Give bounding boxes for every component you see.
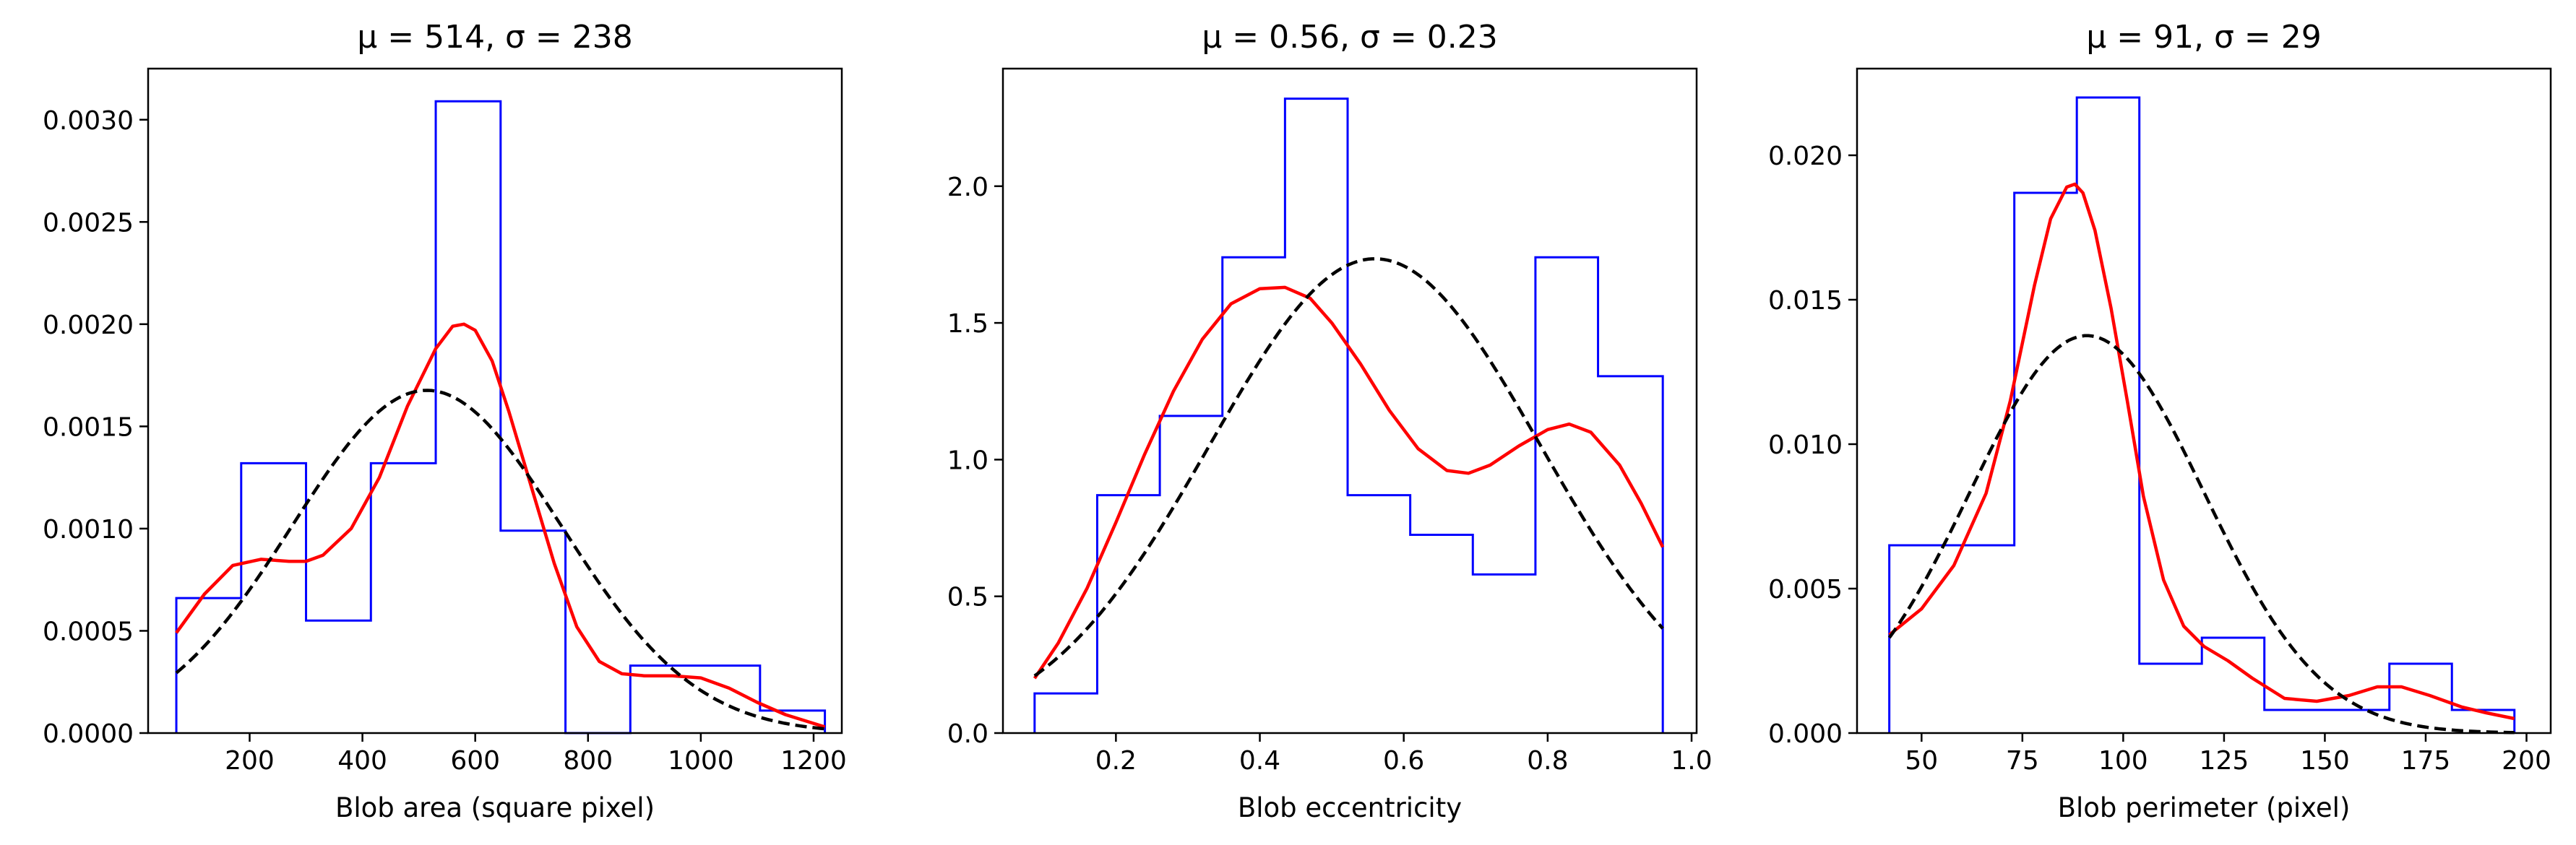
panel-blob-eccentricity: μ = 0.56, σ = 0.23 Blob eccentricity 0.2…	[947, 19, 1713, 823]
panel-title: μ = 91, σ = 29	[2086, 19, 2322, 56]
kde-curve	[175, 322, 826, 729]
x-tick-label: 150	[2300, 746, 2350, 776]
x-tick-label: 125	[2200, 746, 2249, 776]
histogram-outline	[1033, 98, 1664, 733]
y-tick-label: 0.5	[947, 583, 988, 612]
normal-fit-curve	[175, 389, 825, 731]
axes-frame	[147, 67, 843, 734]
y-tick-label: 1.0	[947, 446, 988, 475]
y-tick-label: 1.5	[947, 309, 988, 339]
x-axis-label: Blob perimeter (pixel)	[2058, 792, 2351, 823]
y-tick-label: 2.0	[947, 173, 988, 202]
y-tick-label: 0.0020	[43, 311, 134, 340]
y-tick-label: 0.020	[1768, 142, 1843, 171]
x-tick-label: 0.6	[1383, 746, 1424, 776]
x-tick-label: 400	[337, 746, 387, 776]
axes-frame	[1856, 67, 2552, 734]
x-tick-label: 0.4	[1239, 746, 1280, 776]
x-axis-label: Blob area (square pixel)	[335, 792, 655, 823]
x-tick-label: 75	[2006, 746, 2039, 776]
y-tick-label: 0.000	[1768, 719, 1843, 749]
y-tick-label: 0.005	[1768, 575, 1843, 604]
x-tick-label: 100	[2098, 746, 2148, 776]
kde-curve	[1888, 182, 2515, 721]
kde-curve	[1033, 285, 1665, 680]
x-tick-label: 600	[450, 746, 500, 776]
histogram-outline	[175, 100, 827, 734]
y-tick-label: 0.0	[947, 719, 988, 749]
histogram-outline	[1888, 96, 2516, 733]
panel-title: μ = 0.56, σ = 0.23	[1202, 19, 1497, 56]
x-axis-label: Blob eccentricity	[1238, 792, 1462, 823]
x-tick-label: 0.8	[1527, 746, 1568, 776]
x-tick-label: 200	[2502, 746, 2551, 776]
x-tick-label: 800	[563, 746, 613, 776]
x-tick-label: 1000	[668, 746, 734, 776]
axes-frame	[1001, 67, 1698, 734]
y-tick-label: 0.015	[1768, 286, 1843, 316]
normal-fit-curve	[1887, 334, 2515, 734]
x-tick-label: 1200	[780, 746, 847, 776]
y-tick-label: 0.0010	[43, 515, 134, 545]
panel-blob-area: μ = 514, σ = 238 Blob area (square pixel…	[43, 19, 847, 823]
x-tick-label: 1.0	[1671, 746, 1712, 776]
normal-fit-curve	[1033, 257, 1664, 677]
x-tick-label: 50	[1905, 746, 1938, 776]
y-tick-label: 0.0015	[43, 412, 134, 442]
y-tick-label: 0.0000	[43, 719, 134, 749]
y-tick-label: 0.0025	[43, 208, 134, 238]
x-tick-label: 200	[225, 746, 275, 776]
y-tick-label: 0.0030	[43, 106, 134, 136]
x-tick-label: 175	[2401, 746, 2451, 776]
y-tick-label: 0.010	[1768, 430, 1843, 460]
panel-blob-perimeter: μ = 91, σ = 29 Blob perimeter (pixel) 50…	[1768, 19, 2552, 823]
y-tick-label: 0.0005	[43, 617, 134, 646]
panel-title: μ = 514, σ = 238	[357, 19, 633, 56]
x-tick-label: 0.2	[1095, 746, 1137, 776]
